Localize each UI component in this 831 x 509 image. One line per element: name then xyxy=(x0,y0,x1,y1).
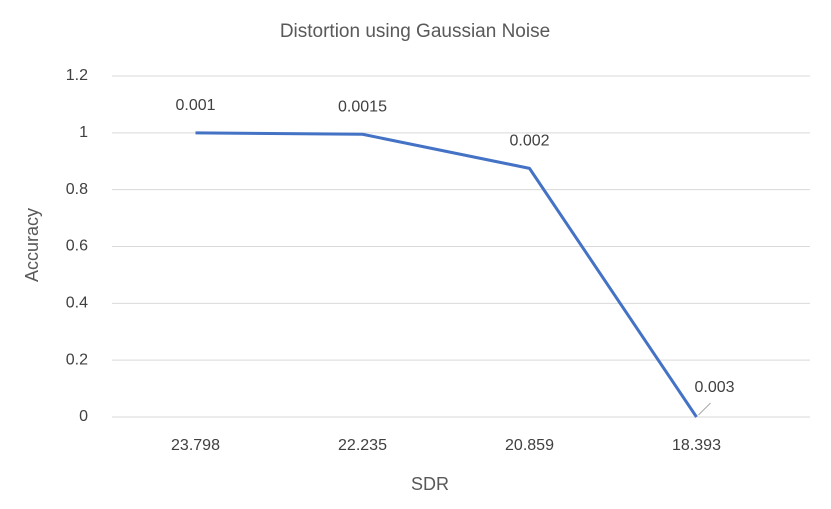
x-tick-label: 23.798 xyxy=(171,437,220,454)
x-axis-label: SDR xyxy=(411,474,449,494)
y-tick-label: 1 xyxy=(79,124,88,141)
annotation: 0.003 xyxy=(694,379,734,396)
chart-title: Distortion using Gaussian Noise xyxy=(280,21,550,42)
annotation: 0.001 xyxy=(175,97,215,114)
x-tick-label: 22.235 xyxy=(338,437,387,454)
x-tick-label: 18.393 xyxy=(672,437,721,454)
annotation: 0.0015 xyxy=(338,98,387,115)
x-tick-label: 20.859 xyxy=(505,437,554,454)
y-axis-label: Accuracy xyxy=(22,208,42,282)
y-tick-label: 0.6 xyxy=(66,238,88,255)
y-tick-label: 0.4 xyxy=(66,295,88,312)
y-tick-label: 0 xyxy=(79,408,88,425)
line-series xyxy=(195,131,698,418)
annotation: 0.002 xyxy=(509,133,549,150)
y-tick-label: 0.2 xyxy=(66,351,88,368)
y-tick-label: 0.8 xyxy=(66,181,88,198)
annotation-leader xyxy=(698,402,711,416)
y-tick-label: 1.2 xyxy=(66,67,88,84)
